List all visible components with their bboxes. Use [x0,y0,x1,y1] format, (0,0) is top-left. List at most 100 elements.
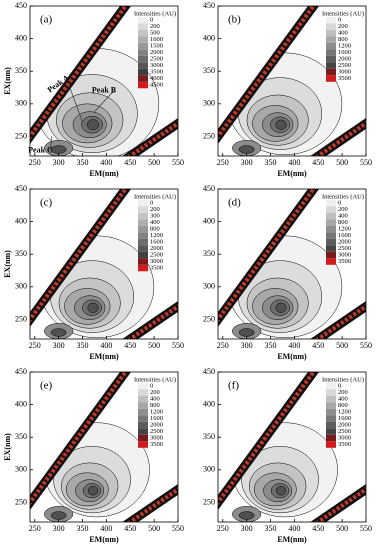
contour [87,119,99,131]
x-tick-label: 350 [77,158,89,167]
legend-swatch [138,421,148,429]
x-tick-label: 350 [265,158,277,167]
legend-label: 3000 [338,434,351,441]
legend-label: 800 [338,36,348,43]
panel: 250 300 350 400 450 500 550 250 300 350 400 450 EM(n… [3,184,184,361]
legend-swatch [326,389,336,396]
x-tick-label: 350 [265,341,277,350]
legend-label: 400 [338,29,348,36]
legend-label: 800 [338,219,348,226]
contour [238,511,255,520]
legend-label: 400 [338,395,348,402]
y-tick-label: 300 [15,282,27,291]
legend-label: 1600 [338,49,351,56]
plot-area [30,372,178,522]
annotation: Peak C [28,146,53,155]
legend-swatch [138,251,148,259]
legend-swatch [138,441,148,448]
x-tick-label: 250 [217,524,229,533]
legend-swatch [326,225,336,233]
x-tick-label: 500 [148,524,160,533]
y-tick-label: 250 [203,131,215,140]
y-tick-label: 350 [203,432,215,441]
legend-label: 400 [338,212,348,219]
annotation-arrow [50,136,52,151]
legend-swatch [138,212,148,220]
legend-label: 1600 [150,238,163,245]
mask [154,139,178,156]
legend-swatch [138,395,148,403]
legend-swatch [326,49,336,56]
annotation-arrow [68,84,83,123]
y-tick-label: 300 [203,282,215,291]
legend-swatch [326,428,336,435]
legend-swatch [326,55,336,63]
legend-title: Intensities (AU) [134,193,176,200]
mask [154,322,178,339]
plot-area [30,6,178,156]
legend-label: 2000 [150,245,163,252]
x-tick-label: 450 [124,158,136,167]
y-axis-label: EX(nm) [3,433,12,461]
scatter-band [126,120,178,156]
x-tick-label: 400 [100,341,112,350]
panel: 250 300 350 400 450 500 550 250 300 350 400 450 EM(n… [203,1,372,178]
y-tick-label: 400 [203,33,215,42]
panel: 250 300 350 400 450 500 550 250 300 350 400 450 EM(n… [203,184,372,361]
y-tick-label: 450 [15,367,27,376]
legend-swatch [138,81,148,89]
x-tick-label: 300 [241,341,253,350]
legend-label: 4000 [150,75,163,82]
legend-label: 2000 [150,421,163,428]
legend-swatch [138,29,148,37]
x-tick-label: 550 [360,158,372,167]
legend-swatch [326,402,336,409]
x-tick-label: 300 [241,524,253,533]
legend-label: 3000 [338,251,351,258]
y-axis-label: EX(nm) [3,250,12,278]
legend-label: 2500 [150,428,163,435]
legend-label: 3500 [150,441,163,448]
y-tick-label: 400 [15,399,27,408]
legend-label: 200 [150,389,160,396]
axes-frame [217,371,367,523]
legend-swatch [326,395,336,403]
x-tick-label: 500 [336,524,348,533]
y-tick-label: 350 [15,66,27,75]
y-tick-label: 450 [203,1,215,10]
legend-swatch [138,68,148,76]
y-tick-label: 300 [203,99,215,108]
panel-label: (b) [228,14,241,26]
legend-label: 0 [150,199,153,206]
legend-label: 2000 [338,238,351,245]
legend-swatch [326,434,336,442]
legend-label: 2000 [338,55,351,62]
y-tick-label: 400 [203,399,215,408]
legend-swatch [326,408,336,416]
legend-swatch [326,415,336,422]
x-tick-label: 350 [77,524,89,533]
legend-label: 3000 [338,68,351,75]
panel: 250 300 350 400 450 500 550 250 300 350 400 450 EM(n… [203,367,372,544]
scatter-band [314,120,366,156]
legend-label: 3000 [150,62,163,69]
legend-label: 0 [338,382,341,389]
x-tick-label: 550 [360,524,372,533]
y-tick-label: 450 [203,184,215,193]
legend-swatch [138,225,148,233]
legend-swatch [326,206,336,213]
legend-swatch [138,75,148,82]
x-axis-label: EM(nm) [277,535,307,544]
legend-swatch [326,36,336,43]
y-tick-label: 350 [15,249,27,258]
scatter-band [314,303,366,339]
contour [275,486,287,496]
x-tick-label: 450 [312,158,324,167]
y-tick-label: 350 [15,432,27,441]
y-tick-label: 400 [15,216,27,225]
y-tick-label: 250 [15,497,27,506]
legend-swatch [138,402,148,409]
x-tick-label: 250 [29,341,41,350]
legend-label: 1200 [338,225,351,232]
